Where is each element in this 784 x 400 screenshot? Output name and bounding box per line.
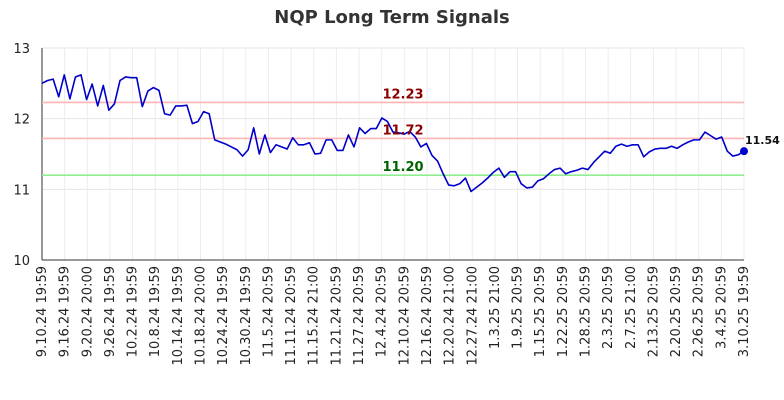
x-tick-label: 1.22.25 20:59	[556, 266, 571, 357]
y-tick-label: 11	[13, 183, 30, 198]
reference-line-label: 11.20	[382, 160, 423, 175]
reference-line-label: 11.72	[382, 123, 423, 138]
x-tick-label: 9.10.24 19:59	[35, 266, 50, 357]
x-tick-label: 1.28.25 20:59	[578, 266, 593, 357]
x-tick-label: 3.10.25 19:59	[737, 266, 752, 357]
x-tick-label: 3.4.25 20:59	[714, 266, 729, 349]
x-tick-label: 2.13.25 20:59	[646, 266, 661, 357]
x-tick-label: 12.4.24 20:59	[375, 266, 390, 357]
x-tick-label: 11.21.24 20:59	[329, 266, 344, 366]
x-tick-label: 12.20.24 21:00	[443, 266, 458, 366]
last-value-label: 11.54	[745, 134, 780, 147]
x-tick-label: 2.7.25 21:00	[624, 266, 639, 349]
series-line	[41, 74, 745, 193]
x-tick-label: 1.15.25 20:59	[533, 266, 548, 357]
reference-line-label: 12.23	[382, 87, 423, 102]
x-tick-label: 1.9.25 20:59	[511, 266, 526, 349]
x-tick-label: 10.24.24 19:59	[216, 266, 231, 366]
x-tick-label: 1.3.25 21:00	[488, 266, 503, 349]
x-tick-label: 9.16.24 19:59	[58, 266, 73, 357]
last-point-marker	[740, 147, 748, 156]
x-tick-label: 9.20.24 20:00	[80, 266, 95, 357]
x-tick-label: 10.30.24 19:59	[239, 266, 254, 366]
x-tick-label: 11.11.24 20:59	[284, 266, 299, 366]
x-tick-label: 2.3.25 20:59	[601, 266, 616, 349]
x-tick-label: 2.26.25 20:59	[692, 266, 707, 357]
y-tick-label: 13	[13, 42, 30, 57]
x-tick-label: 12.10.24 20:59	[397, 266, 412, 366]
x-tick-label: 11.15.24 21:00	[307, 266, 322, 366]
x-tick-label: 12.16.24 20:59	[420, 266, 435, 366]
y-tick-label: 12	[13, 113, 30, 128]
x-tick-label: 11.5.24 20:59	[261, 266, 276, 357]
y-tick-label: 10	[13, 254, 30, 269]
x-tick-label: 10.2.24 19:59	[126, 266, 141, 357]
x-tick-label: 11.27.24 20:59	[352, 266, 367, 366]
chart-title: NQP Long Term Signals	[274, 7, 510, 28]
x-tick-label: 10.18.24 20:00	[194, 266, 209, 366]
x-tick-label: 10.14.24 19:59	[171, 266, 186, 366]
x-tick-label: 10.8.24 19:59	[148, 266, 163, 357]
x-tick-label: 12.27.24 21:00	[465, 266, 480, 366]
x-tick-label: 2.20.25 20:59	[669, 266, 684, 357]
x-tick-label: 9.26.24 19:59	[103, 266, 118, 357]
